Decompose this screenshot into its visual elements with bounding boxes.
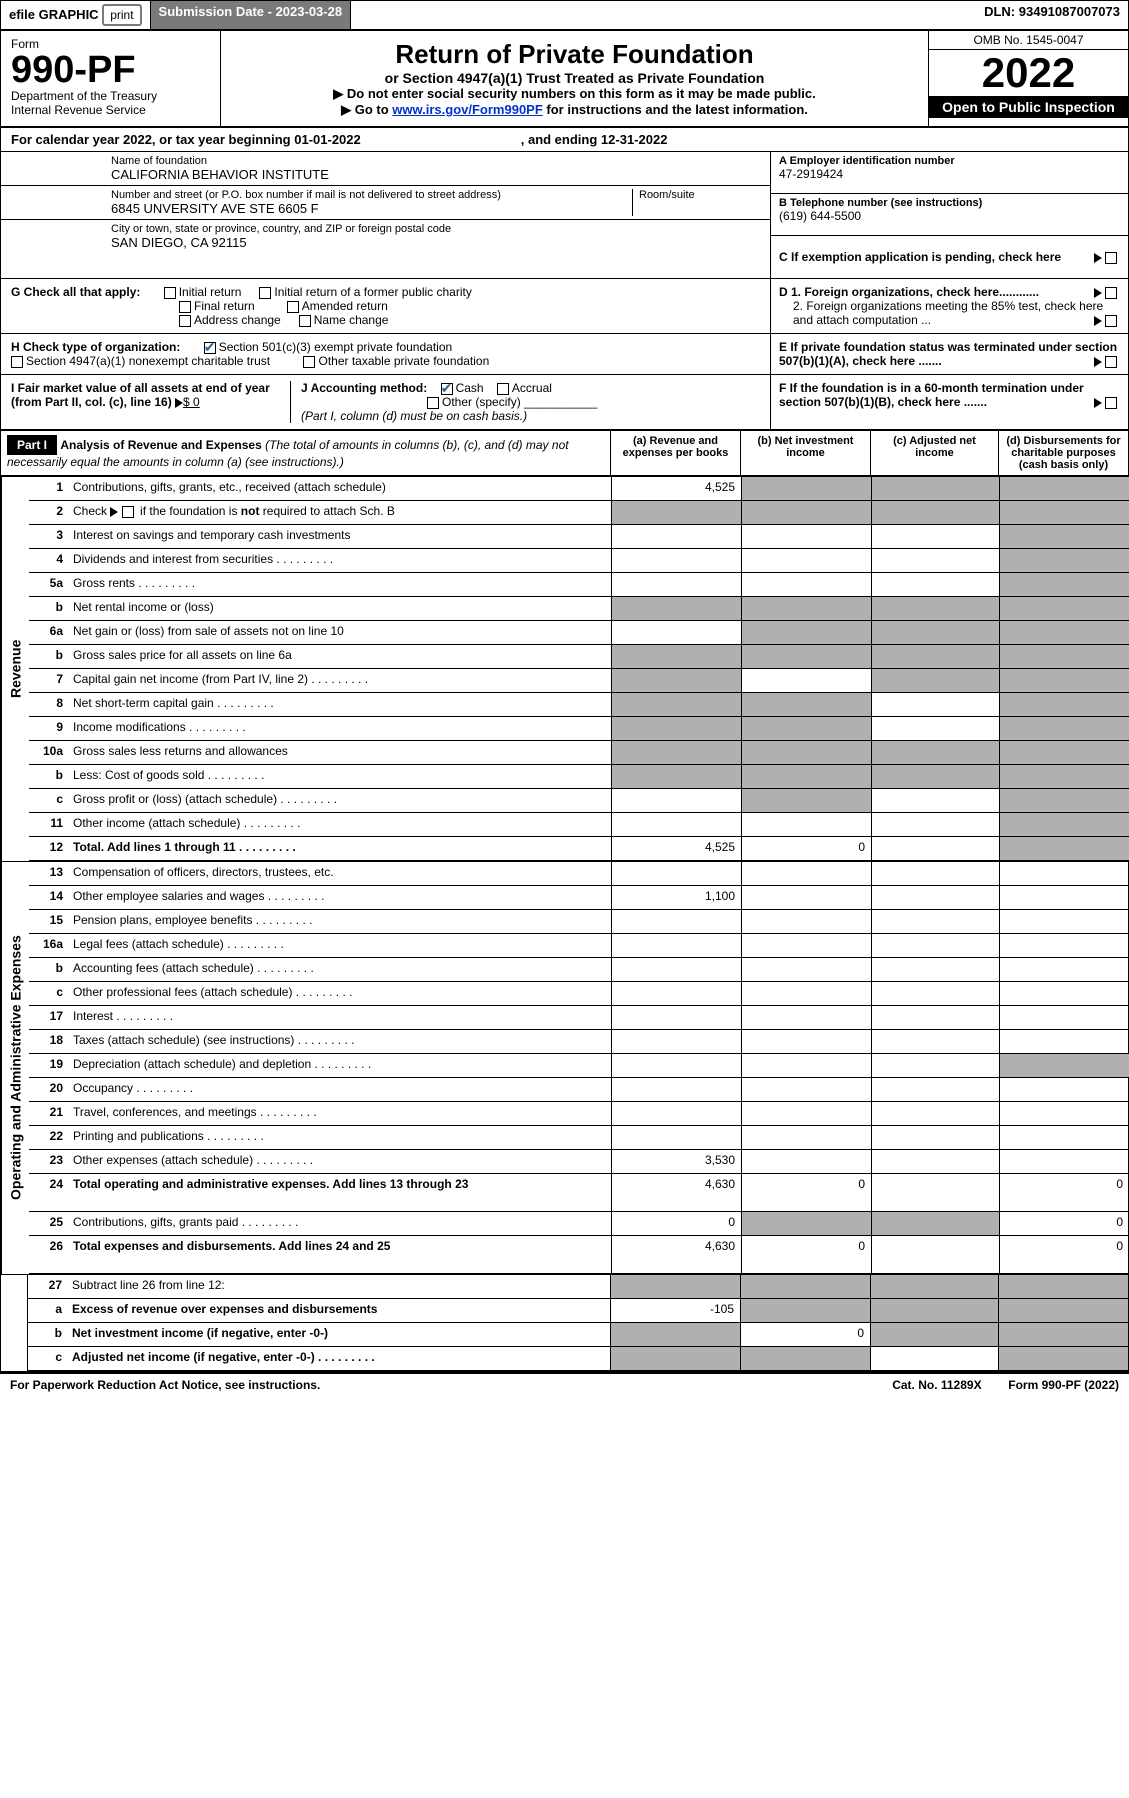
chk-cash[interactable] [441,383,453,395]
arrow-icon [1094,357,1102,367]
form-ref: Form 990-PF (2022) [1008,1378,1119,1392]
chk-address[interactable] [179,315,191,327]
arrow-icon [1094,398,1102,408]
address: Number and street (or P.O. box number if… [1,186,770,220]
chk-amended[interactable] [287,301,299,313]
dept: Department of the Treasury [11,89,210,103]
cat-no: Cat. No. 11289X [892,1378,981,1392]
checkbox-c[interactable] [1105,252,1117,264]
chk-initial-former[interactable] [259,287,271,299]
note2: ▶ Go to www.irs.gov/Form990PF for instru… [241,102,908,118]
revenue-label: Revenue [1,477,29,861]
footer: For Paperwork Reduction Act Notice, see … [0,1374,1129,1396]
calendar-year: For calendar year 2022, or tax year begi… [1,128,1128,152]
open-public: Open to Public Inspection [929,96,1128,118]
col-a: (a) Revenue and expenses per books [610,431,740,475]
header-left: Form 990-PF Department of the Treasury I… [1,31,221,126]
chk-f[interactable] [1105,397,1117,409]
chk-d1[interactable] [1105,287,1117,299]
efile-label: efile GRAPHIC print [1,1,151,29]
part1-header: Part I Analysis of Revenue and Expenses … [1,431,1128,476]
chk-schb[interactable] [122,506,134,518]
chk-final[interactable] [179,301,191,313]
omb: OMB No. 1545-0047 [929,31,1128,50]
net-table: 27Subtract line 26 from line 12: aExcess… [1,1274,1128,1373]
arrow-icon [1094,288,1102,298]
form-wrapper: efile GRAPHIC print Submission Date - 20… [0,0,1129,1374]
row-h-e: H Check type of organization: Section 50… [1,334,1128,375]
arrow-icon [1094,253,1102,263]
chk-4947[interactable] [11,356,23,368]
foundation-name: Name of foundation CALIFORNIA BEHAVIOR I… [1,152,770,186]
arrow-icon [175,398,183,408]
section-e: E If private foundation status was termi… [771,334,1128,374]
submission-date: Submission Date - 2023-03-28 [151,1,352,29]
header-right: OMB No. 1545-0047 2022 Open to Public In… [928,31,1128,126]
form-subtitle: or Section 4947(a)(1) Trust Treated as P… [241,70,908,86]
top-bar: efile GRAPHIC print Submission Date - 20… [1,1,1128,31]
row-g-d: G Check all that apply: Initial return I… [1,279,1128,334]
header-middle: Return of Private Foundation or Section … [221,31,928,126]
expenses-table: Operating and Administrative Expenses 13… [1,861,1128,1274]
section-ij: I Fair market value of all assets at end… [1,375,771,429]
city: City or town, state or province, country… [1,220,770,253]
row-i-j-f: I Fair market value of all assets at end… [1,375,1128,431]
section-d: D 1. Foreign organizations, check here..… [771,279,1128,333]
chk-e[interactable] [1105,356,1117,368]
section-g: G Check all that apply: Initial return I… [1,279,771,333]
section-h: H Check type of organization: Section 50… [1,334,771,374]
note1: ▶ Do not enter social security numbers o… [241,86,908,102]
arrow-icon [1094,316,1102,326]
chk-d2[interactable] [1105,315,1117,327]
dln: DLN: 93491087007073 [976,1,1128,29]
irs-link[interactable]: www.irs.gov/Form990PF [392,102,543,117]
irs: Internal Revenue Service [11,103,210,117]
col-b: (b) Net investment income [740,431,870,475]
paperwork-notice: For Paperwork Reduction Act Notice, see … [10,1378,320,1392]
revenue-table: Revenue 1Contributions, gifts, grants, e… [1,476,1128,861]
part1-badge: Part I [7,435,57,455]
form-number: 990-PF [11,51,210,89]
phone: B Telephone number (see instructions) (6… [771,194,1128,236]
tax-year: 2022 [929,50,1128,96]
info-grid: Name of foundation CALIFORNIA BEHAVIOR I… [1,152,1128,279]
expenses-label: Operating and Administrative Expenses [1,862,29,1274]
form-header: Form 990-PF Department of the Treasury I… [1,31,1128,128]
exemption-pending: C If exemption application is pending, c… [771,236,1128,278]
col-c: (c) Adjusted net income [870,431,998,475]
info-left: Name of foundation CALIFORNIA BEHAVIOR I… [1,152,771,278]
col-d: (d) Disbursements for charitable purpose… [998,431,1128,475]
info-right: A Employer identification number 47-2919… [771,152,1128,278]
chk-other-method[interactable] [427,397,439,409]
chk-accrual[interactable] [497,383,509,395]
chk-other-taxable[interactable] [303,356,315,368]
form-title: Return of Private Foundation [241,39,908,70]
chk-501c3[interactable] [204,342,216,354]
print-button[interactable]: print [102,4,141,26]
chk-name[interactable] [299,315,311,327]
section-f: F If the foundation is in a 60-month ter… [771,375,1128,429]
chk-initial[interactable] [164,287,176,299]
ein: A Employer identification number 47-2919… [771,152,1128,194]
